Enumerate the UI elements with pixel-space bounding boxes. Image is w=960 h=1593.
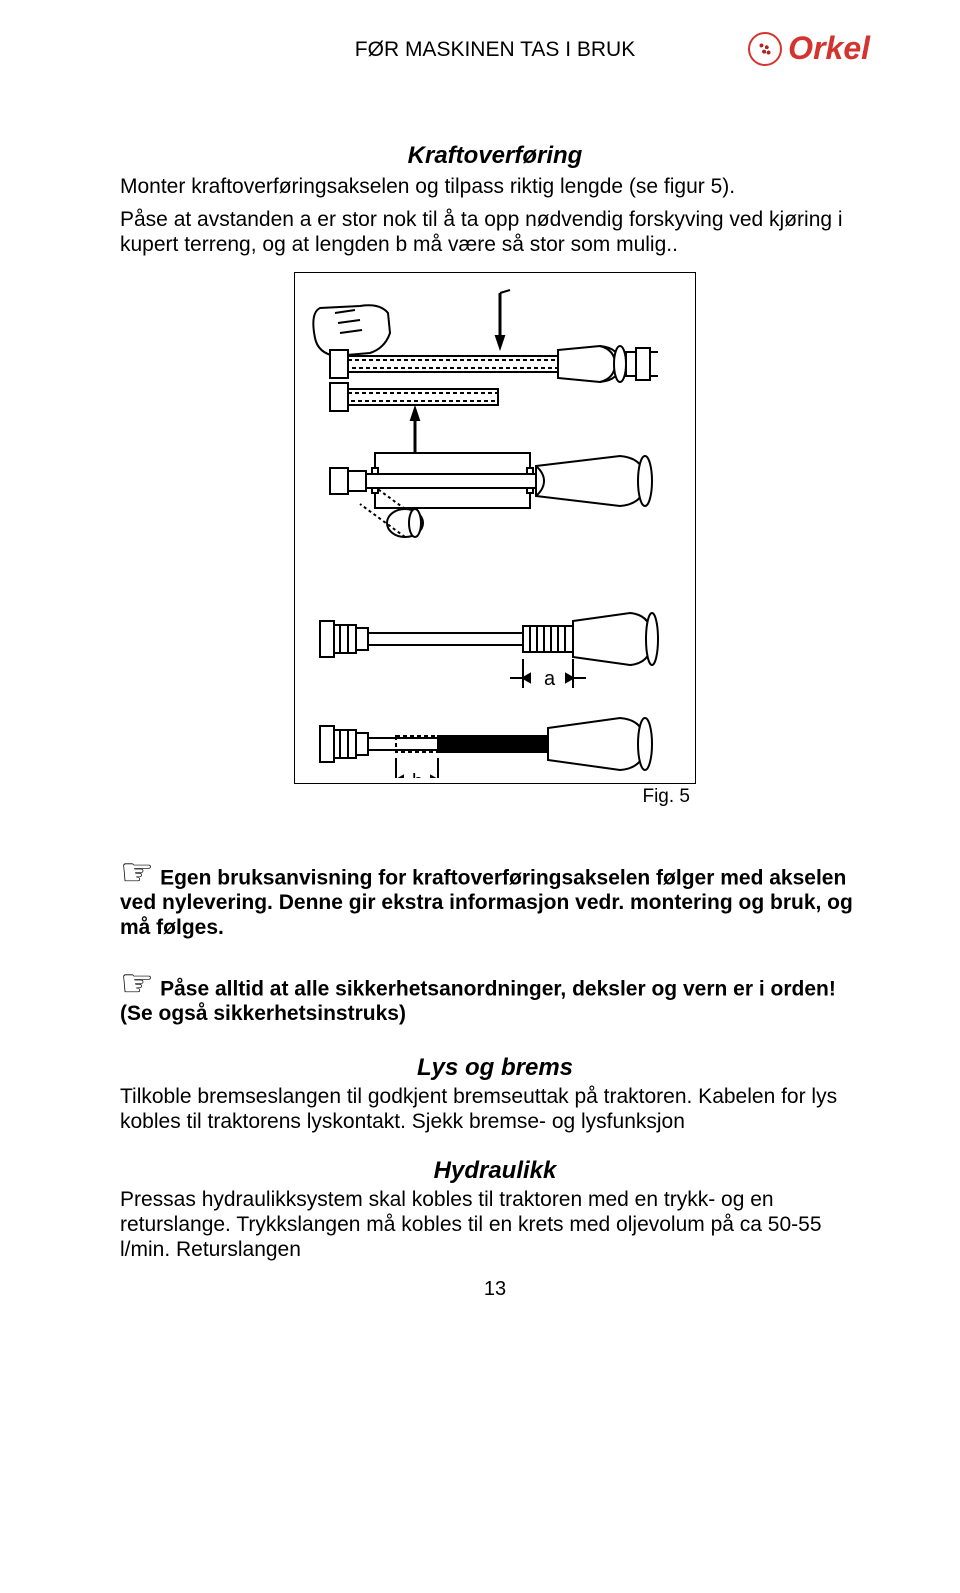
page-number: 13	[120, 1278, 870, 1301]
page-header: FØR MASKINEN TAS I BRUK Orkel	[120, 30, 870, 62]
logo-badge-icon	[748, 32, 782, 66]
document-page: FØR MASKINEN TAS I BRUK Orkel Kraftoverf…	[0, 0, 960, 1331]
figure-caption: Fig. 5	[120, 786, 690, 808]
tip-block: ☞Påse alltid at alle sikkerhetsanordning…	[120, 969, 870, 1027]
section-title-kraftoverforing: Kraftoverføring	[120, 142, 870, 170]
figure-5-diagram: a	[294, 272, 696, 784]
pointing-hand-icon: ☞	[120, 858, 154, 888]
paragraph: Pressas hydraulikksystem skal kobles til…	[120, 1187, 870, 1263]
paragraph: Påse at avstanden a er stor nok til å ta…	[120, 207, 870, 257]
pointing-hand-icon: ☞	[120, 969, 154, 999]
logo-text: Orkel	[788, 30, 870, 67]
section-title-lys-brems: Lys og brems	[120, 1054, 870, 1082]
brand-logo: Orkel	[748, 30, 870, 67]
paragraph: Tilkoble bremseslangen til godkjent brem…	[120, 1084, 870, 1134]
section-title-hydraulikk: Hydraulikk	[120, 1157, 870, 1185]
paragraph: Monter kraftoverføringsakselen og tilpas…	[120, 174, 870, 199]
pto-shaft-diagram-icon: a	[300, 278, 690, 778]
tip-text: Egen bruksanvisning for kraftoverførings…	[120, 866, 853, 939]
tip-block: ☞Egen bruksanvisning for kraftoverføring…	[120, 858, 870, 941]
header-title: FØR MASKINEN TAS I BRUK	[355, 38, 635, 62]
tip-text: Påse alltid at alle sikkerhetsanordninge…	[120, 977, 836, 1025]
figure-container: a	[120, 272, 870, 784]
svg-text:a: a	[544, 668, 556, 690]
svg-text:b: b	[412, 771, 423, 778]
